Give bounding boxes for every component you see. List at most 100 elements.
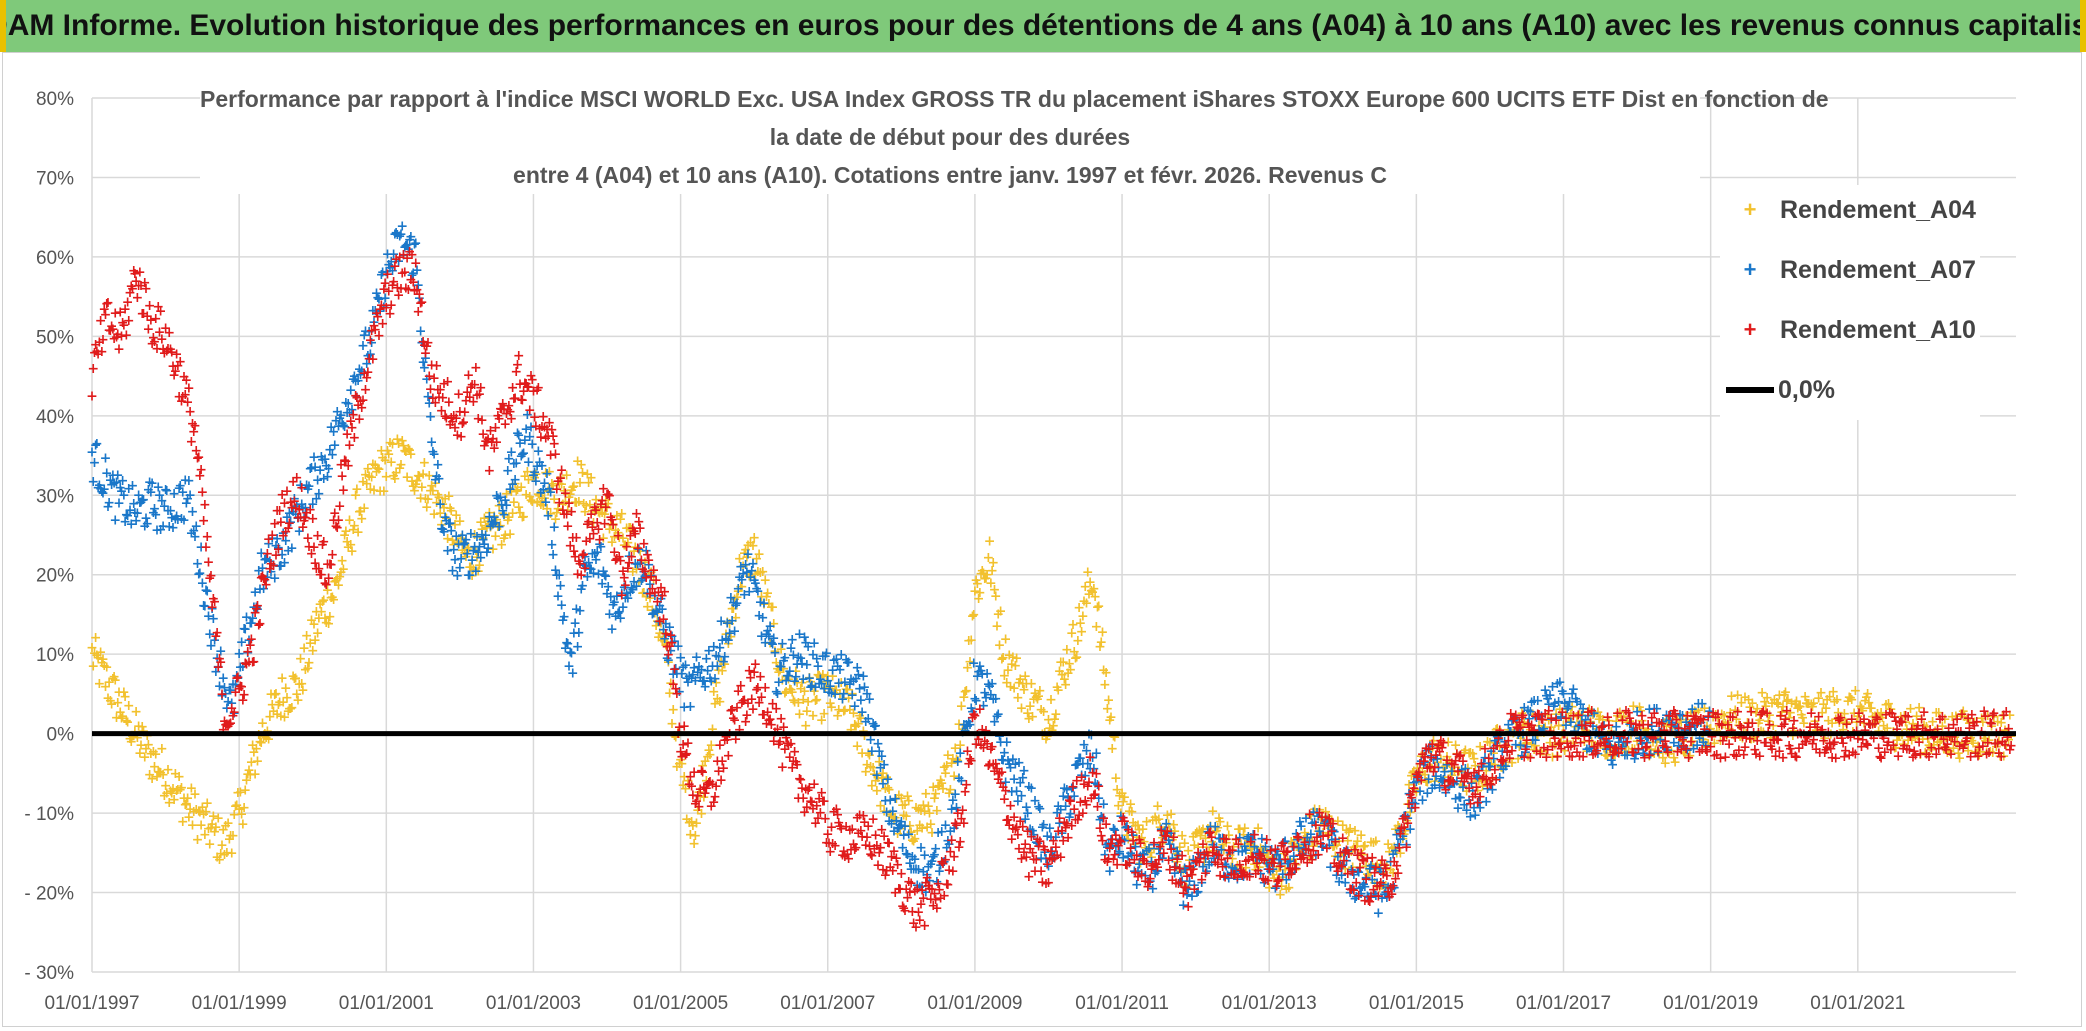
data-point: + (1255, 841, 1267, 857)
data-point: + (160, 482, 172, 498)
data-point: + (678, 700, 690, 716)
data-point: + (1077, 608, 1089, 624)
data-point: + (455, 530, 467, 546)
data-point: + (297, 500, 309, 516)
data-point: + (686, 814, 698, 830)
data-point: + (445, 503, 457, 519)
data-point: + (232, 670, 244, 686)
data-point: + (667, 702, 679, 718)
data-point: + (399, 443, 411, 459)
data-point: + (259, 552, 271, 568)
data-point: + (761, 589, 773, 605)
data-point: + (284, 701, 296, 717)
data-point: + (1897, 736, 1909, 752)
data-point: + (475, 380, 487, 396)
data-point: + (362, 461, 374, 477)
data-point: + (471, 529, 483, 545)
data-point: + (477, 532, 489, 548)
data-point: + (183, 380, 195, 396)
data-point: + (292, 692, 304, 708)
data-point: + (1191, 824, 1203, 840)
data-point: + (1257, 842, 1269, 858)
data-point: + (439, 491, 451, 507)
data-point: + (853, 667, 865, 683)
data-point: + (91, 436, 103, 452)
data-point: + (732, 581, 744, 597)
data-point: + (1189, 837, 1201, 853)
data-point: + (685, 699, 697, 715)
data-point: + (199, 598, 211, 614)
data-point: + (1331, 838, 1343, 854)
data-point: + (120, 507, 132, 523)
data-point: + (867, 760, 879, 776)
data-point: + (677, 660, 689, 676)
data-point: + (849, 698, 861, 714)
data-point: + (839, 703, 851, 719)
data-point: + (133, 487, 145, 503)
data-point: + (927, 779, 939, 795)
data-point: + (784, 663, 796, 679)
data-point: + (1126, 804, 1138, 820)
data-point: + (778, 653, 790, 669)
data-point: + (1477, 778, 1489, 794)
data-point: + (216, 837, 228, 853)
data-point: + (709, 671, 721, 687)
data-point: + (757, 564, 769, 580)
data-point: + (1266, 854, 1278, 870)
data-point: + (490, 515, 502, 531)
data-point: + (1941, 745, 1953, 761)
data-point: + (320, 458, 332, 474)
data-point: + (867, 716, 879, 732)
data-point: + (502, 463, 514, 479)
data-point: + (987, 555, 999, 571)
data-point: + (1121, 828, 1133, 844)
data-point: + (1878, 718, 1890, 734)
data-point: + (326, 547, 338, 563)
data-point: + (426, 435, 438, 451)
data-point: + (1717, 717, 1729, 733)
data-point: + (678, 769, 690, 785)
data-point: + (653, 629, 665, 645)
data-point: + (247, 738, 259, 754)
data-point: + (937, 781, 949, 797)
data-point: + (796, 656, 808, 672)
data-point: + (1977, 715, 1989, 731)
data-point: + (1558, 717, 1570, 733)
data-point: + (1566, 699, 1578, 715)
data-point: + (1043, 712, 1055, 728)
data-point: + (274, 695, 286, 711)
data-point: + (109, 512, 121, 528)
data-point: + (455, 551, 467, 567)
data-point: + (971, 576, 983, 592)
data-point: + (463, 540, 475, 556)
data-point: + (1315, 811, 1327, 827)
data-point: + (172, 512, 184, 528)
data-point: + (1651, 735, 1663, 751)
data-point: + (1303, 833, 1315, 849)
data-point: + (1450, 737, 1462, 753)
data-point: + (401, 237, 413, 253)
data-point: + (628, 543, 640, 559)
data-point: + (238, 800, 250, 816)
data-point: + (233, 646, 245, 662)
data-point: + (1830, 712, 1842, 728)
data-point: + (586, 546, 598, 562)
data-point: + (1655, 732, 1667, 748)
data-point: + (439, 509, 451, 525)
data-point: + (426, 478, 438, 494)
data-point: + (1144, 845, 1156, 861)
data-point: + (941, 758, 953, 774)
data-point: + (1277, 869, 1289, 885)
data-point: + (689, 828, 701, 844)
data-point: + (1377, 865, 1389, 881)
data-point: + (482, 541, 494, 557)
data-point: + (1601, 747, 1613, 763)
data-point: + (811, 651, 823, 667)
data-point: + (1046, 723, 1058, 739)
data-point: + (203, 608, 215, 624)
data-point: + (1718, 708, 1730, 724)
data-point: + (975, 566, 987, 582)
data-point: + (155, 304, 167, 320)
data-point: + (508, 494, 520, 510)
data-point: + (561, 635, 573, 651)
